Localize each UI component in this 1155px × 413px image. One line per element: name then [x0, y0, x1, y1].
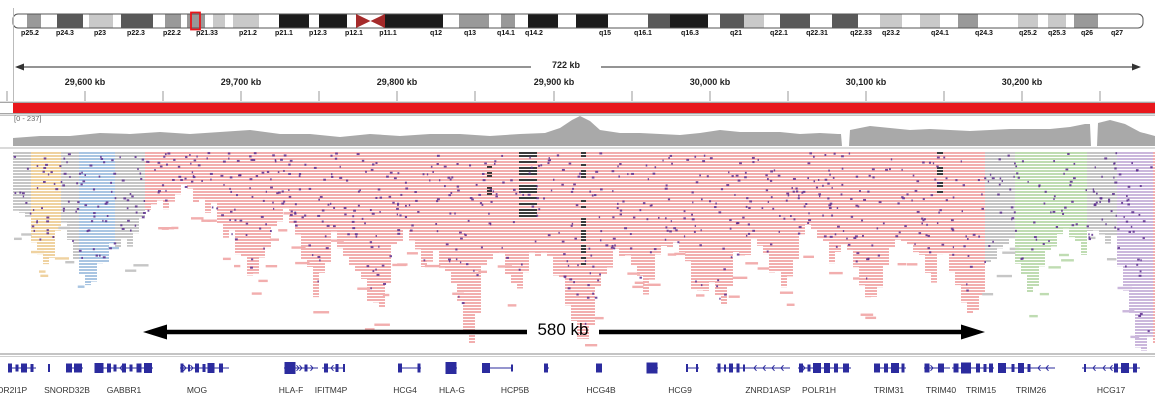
cytoband-label: q22.31	[806, 30, 828, 37]
cytoband-label: q24.1	[931, 30, 949, 37]
cytoband-label: q23.2	[882, 30, 900, 37]
ruler-tick-label: 29,900 kb	[533, 77, 575, 87]
cytoband-label: q24.3	[975, 30, 993, 37]
cytoband-label: q21	[729, 30, 743, 37]
cytoband-label: p12.3	[309, 30, 327, 37]
cytoband-label: q25.3	[1048, 30, 1066, 37]
gene-label: TRIM26	[1015, 385, 1047, 395]
cytoband-label: q25.2	[1019, 30, 1037, 37]
genomic-ruler[interactable]	[6, 8, 1141, 101]
ruler-tick-label: 30,200 kb	[1001, 77, 1043, 87]
cytoband-label: q15	[598, 30, 612, 37]
ruler-tick-label: 29,700 kb	[220, 77, 262, 87]
cytoband-label: q16.1	[634, 30, 652, 37]
cytoband-label: p22.2	[163, 30, 181, 37]
ruler-tick-label: 30,100 kb	[845, 77, 887, 87]
cytoband-label: q27	[1110, 30, 1124, 37]
gene-label: HCG17	[1096, 385, 1126, 395]
coverage-track[interactable]	[0, 116, 1155, 149]
gene-label: HLA-F	[278, 385, 304, 395]
gene-label: OR2I1P	[0, 385, 28, 395]
cytoband-label: p23	[93, 30, 107, 37]
cytoband-label: p24.3	[56, 30, 74, 37]
scale-annotation-arrow	[143, 324, 985, 340]
cytoband-label: q12	[429, 30, 443, 37]
cytoband-label: p11.1	[379, 30, 397, 37]
gene-label: TRIM15	[965, 385, 997, 395]
gene-label: TRIM31	[873, 385, 905, 395]
cytoband-label: p12.1	[345, 30, 363, 37]
ruler-tick-label: 29,600 kb	[64, 77, 106, 87]
gene-label: HCG9	[668, 385, 692, 395]
gene-label: HLA-G	[439, 385, 465, 395]
gene-label: IFITM4P	[314, 385, 348, 395]
cytoband-label: p21.1	[275, 30, 293, 37]
alignment-track[interactable]	[13, 152, 1155, 351]
view-span-label: 722 kb	[551, 60, 581, 70]
cytoband-label: q14.2	[525, 30, 543, 37]
cytoband-label: q14.1	[497, 30, 515, 37]
ruler-tick-label: 30,000 kb	[689, 77, 731, 87]
gene-label: HCG4	[393, 385, 417, 395]
chromosome-ideogram[interactable]	[12, 11, 1144, 31]
ruler-tick-label: 29,800 kb	[376, 77, 418, 87]
gene-label: SNORD32B	[44, 385, 90, 395]
gene-label: TRIM40	[925, 385, 957, 395]
gene-label: POLR1H	[801, 385, 837, 395]
region-highlight-bar[interactable]	[0, 101, 1155, 116]
cytoband-label: p21.33	[196, 30, 218, 37]
cytoband-label: p25.2	[21, 30, 39, 37]
cytoband-label: q26	[1080, 30, 1094, 37]
cytoband-label: p22.3	[127, 30, 145, 37]
cytoband-label: q16.3	[681, 30, 699, 37]
cytoband-label: q22.33	[850, 30, 872, 37]
gene-label: MOG	[186, 385, 208, 395]
scale-annotation-label: 580 kb	[537, 320, 589, 339]
gene-label: ZNRD1ASP	[745, 385, 791, 395]
cytoband-label: q22.1	[770, 30, 788, 37]
gene-track[interactable]	[0, 353, 1155, 374]
coverage-range-label: [0 - 237]	[14, 114, 42, 123]
gene-label: HCP5B	[500, 385, 530, 395]
gene-label: HCG4B	[586, 385, 616, 395]
gene-label: GABBR1	[106, 385, 142, 395]
cytoband-label: p21.2	[239, 30, 257, 37]
cytoband-label: q13	[463, 30, 477, 37]
